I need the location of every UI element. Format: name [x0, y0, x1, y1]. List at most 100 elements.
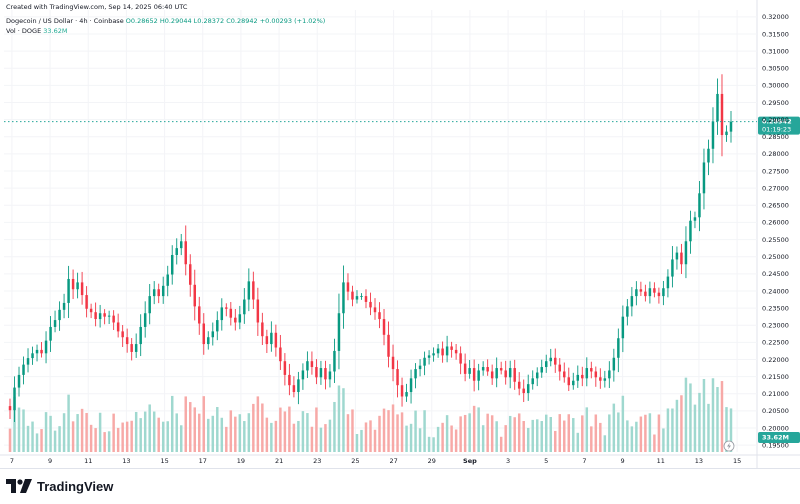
candle-body [76, 282, 79, 290]
candle-body [644, 291, 647, 297]
candle-body [477, 370, 480, 381]
price-tick-label: 0.31000 [762, 47, 789, 55]
candle-body [360, 296, 363, 298]
volume-bar [121, 422, 124, 452]
candle-body [202, 323, 206, 345]
candle-body [288, 374, 291, 386]
volume-bar [148, 404, 151, 452]
volume-bar [238, 414, 242, 452]
volume-bar [125, 421, 129, 452]
candle-body [170, 254, 174, 275]
volume-bar [504, 425, 507, 452]
volume-bar [207, 418, 210, 452]
symbol-legend[interactable]: Dogecoin / US Dollar · 4h · Coinbase O0.… [6, 17, 325, 25]
candle-body [396, 369, 399, 386]
volume-bar [274, 420, 278, 452]
candle-body [94, 312, 97, 320]
candle-body [436, 348, 440, 354]
candle-body [445, 346, 449, 356]
volume-bar [369, 420, 372, 452]
candle-body [328, 371, 332, 380]
volume-bar [495, 421, 498, 452]
volume-bar [98, 412, 102, 452]
volume-bar [315, 407, 318, 452]
candle-body [513, 368, 516, 382]
volume-bar [572, 418, 575, 452]
price-tick-label: 0.31500 [762, 30, 789, 38]
time-tick-label: Sep [463, 457, 477, 465]
volume-bar [590, 426, 593, 452]
candle-body [441, 348, 444, 356]
volume-bar [67, 394, 70, 452]
candle-body [427, 355, 431, 358]
candle-body [369, 301, 372, 308]
volume-bar [373, 429, 377, 452]
candle-body [157, 289, 160, 297]
candle-body [71, 278, 75, 290]
time-tick-label: 11 [657, 457, 665, 465]
candle-body [207, 337, 210, 345]
volume-bar [62, 413, 66, 452]
volume-bar [630, 426, 634, 452]
time-tick-label: 9 [621, 457, 625, 465]
price-tick-label: 0.27500 [762, 167, 789, 175]
last-price-value: 0.28942 [762, 118, 792, 126]
volume-bar [319, 427, 323, 452]
candle-body [545, 361, 548, 368]
volume-bar [378, 415, 381, 452]
volume-bar [49, 415, 52, 452]
volume-bar [71, 421, 75, 452]
candle-body [247, 281, 251, 300]
candle-body [540, 367, 543, 373]
candle-body [166, 274, 169, 286]
volume-badge [758, 432, 800, 443]
candle-body [423, 357, 426, 366]
candle-body [130, 344, 133, 352]
candle-body [49, 326, 52, 341]
time-axis[interactable]: 7 9 11 13 15 17 19 21 23 25 27 29 Sep 3 5 7 9 11 13 15 [10, 457, 741, 465]
candle-body [671, 259, 674, 277]
volume-bar [324, 424, 327, 452]
price-tick-label: 0.23500 [762, 304, 789, 312]
candle-body [270, 332, 273, 345]
volume-bar [166, 421, 169, 452]
volume-bar [139, 418, 142, 452]
candle-body [355, 296, 359, 300]
candle-body [22, 364, 25, 375]
volume-bar [364, 422, 368, 452]
candle-body [572, 380, 575, 386]
volume-bar [621, 395, 625, 452]
volume-bar [535, 419, 539, 452]
candle-body [725, 131, 728, 136]
price-tick-label: 0.26000 [762, 219, 789, 227]
volume-bar [531, 419, 534, 452]
price-tick-label: 0.25000 [762, 253, 789, 261]
volume-bar [270, 422, 273, 452]
candle-body [391, 356, 395, 370]
price-tick-label: 0.20500 [762, 407, 789, 415]
volume-bar [22, 409, 25, 452]
volume-bar [189, 402, 192, 452]
volume-bar [675, 399, 679, 452]
price-axis[interactable]: 0.19500 0.20000 0.20500 0.21000 0.21500 0.220… [762, 13, 789, 449]
volume-bar [567, 414, 571, 452]
volume-legend[interactable]: Vol · DOGE 33.62M [6, 27, 68, 35]
candle-body [549, 357, 552, 362]
candle-body [526, 384, 530, 394]
candle-body [35, 349, 39, 354]
candle-body [635, 289, 638, 297]
time-tick-label: 9 [48, 457, 52, 465]
tradingview-logo[interactable]: TradingView [6, 476, 113, 496]
candle-body [481, 367, 485, 371]
price-tick-label: 0.26500 [762, 202, 789, 210]
volume-bar [639, 416, 643, 452]
volume-bar [103, 432, 106, 452]
time-tick-label: 11 [84, 457, 92, 465]
candle-body [450, 346, 453, 350]
price-tick-label: 0.28500 [762, 133, 789, 141]
volume-bar [671, 408, 674, 452]
price-tick-label: 0.21500 [762, 373, 789, 381]
candle-body [297, 379, 300, 393]
volume-bars [8, 377, 733, 452]
